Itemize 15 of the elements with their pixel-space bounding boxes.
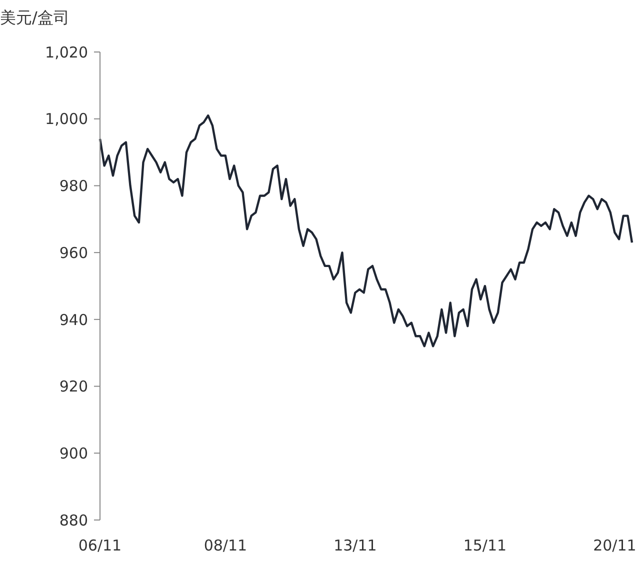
y-tick-label: 900 — [59, 444, 88, 462]
y-axis-title: 美元/盒司 — [0, 8, 70, 29]
y-tick-label: 1,000 — [45, 110, 88, 128]
x-tick-label: 06/11 — [78, 536, 122, 555]
x-tick-label: 20/11 — [593, 536, 636, 555]
y-tick-label: 980 — [59, 177, 88, 196]
x-tick-label: 08/11 — [204, 536, 248, 555]
x-tick-label: 13/11 — [334, 536, 377, 555]
y-tick-label: 940 — [59, 310, 88, 329]
y-tick-label: 920 — [59, 378, 88, 396]
line-series — [98, 114, 634, 348]
x-tick-label: 15/11 — [463, 536, 507, 555]
y-tick-label: 1,020 — [45, 43, 88, 62]
y-tick-label: 960 — [59, 244, 88, 262]
y-tick-label: 880 — [59, 511, 88, 530]
